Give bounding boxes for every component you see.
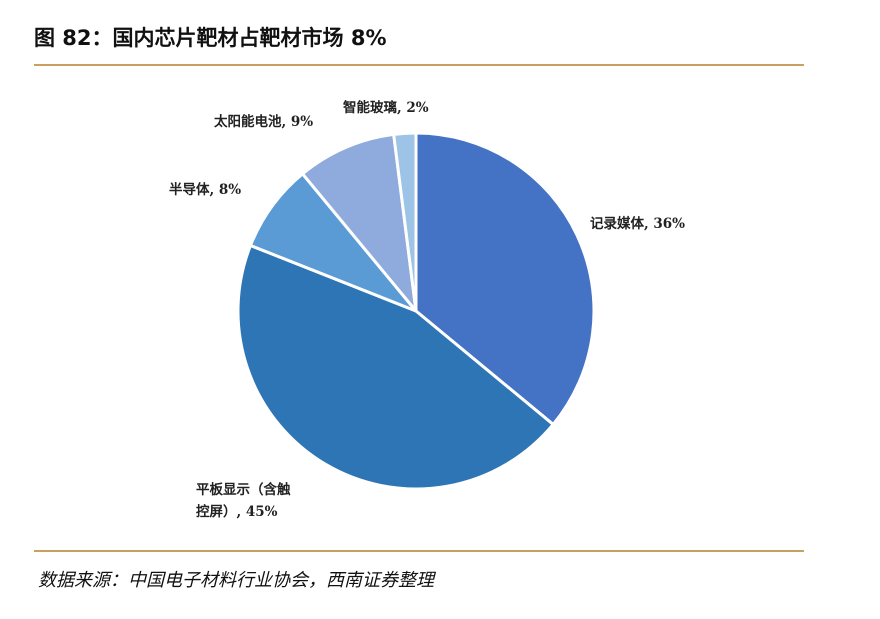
slice-label-2: 平板显示（含触控屏）, 45%: [196, 481, 291, 520]
source-divider: [34, 550, 804, 552]
pie-slice-2: [236, 243, 555, 491]
title-divider: [34, 64, 804, 66]
pie-slice-1: [414, 131, 596, 426]
pie-slice-3: [249, 172, 418, 313]
slice-label-1: 记录媒体, 36%: [590, 215, 685, 232]
slice-label-5: 智能玻璃, 2%: [343, 99, 429, 116]
figure-title: 图 82：国内芯片靶材占靶材市场 8%: [34, 26, 387, 50]
slice-label-3: 半导体, 8%: [169, 181, 241, 198]
pie-slice-4: [301, 132, 418, 313]
slice-label-4: 太阳能电池, 9%: [214, 113, 313, 130]
pie-slice-5: [392, 131, 418, 313]
source-note: 数据来源：中国电子材料行业协会，西南证券整理: [38, 570, 434, 591]
